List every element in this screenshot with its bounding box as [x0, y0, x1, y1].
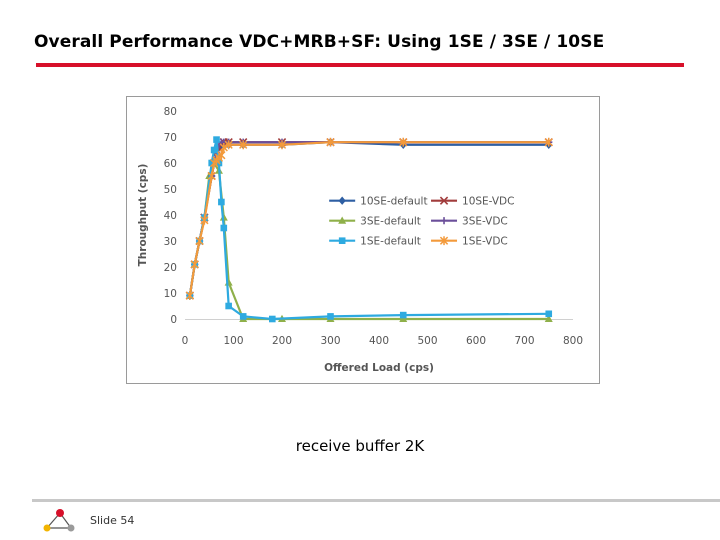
legend-label: 10SE-VDC: [462, 196, 514, 208]
series-1se-vdc: [185, 137, 553, 300]
data-point: [213, 136, 220, 143]
x-tick-label: 800: [563, 335, 583, 347]
y-tick-label: 10: [164, 288, 177, 300]
data-point: [220, 224, 228, 232]
data-point: [269, 315, 276, 323]
legend-item: 3SE-VDC: [431, 216, 508, 228]
data-point: [218, 198, 225, 206]
x-tick-label: 300: [320, 335, 340, 347]
y-tick-label: 40: [164, 210, 177, 222]
y-tick-label: 50: [164, 184, 177, 196]
legend-label: 10SE-default: [360, 196, 427, 208]
x-tick-label: 0: [182, 335, 189, 347]
legend-label: 3SE-VDC: [462, 216, 508, 228]
series-line: [188, 138, 549, 321]
y-tick-label: 80: [164, 106, 177, 118]
legend-item: 10SE-default: [329, 196, 428, 208]
data-point: [439, 236, 449, 246]
series-1se-default: [186, 136, 553, 323]
data-point: [399, 311, 407, 319]
series-layer: [185, 136, 553, 323]
data-point: [195, 236, 204, 246]
data-point: [224, 140, 233, 150]
data-point: [224, 278, 233, 286]
legend-label: 1SE-default: [360, 236, 421, 248]
x-tick-label: 200: [272, 335, 292, 347]
x-tick-label: 100: [223, 335, 243, 347]
data-point: [338, 196, 346, 205]
data-point: [207, 171, 216, 181]
data-point: [225, 302, 232, 310]
y-tick-label: 0: [170, 314, 177, 326]
x-axis-title: Offered Load (cps): [324, 362, 434, 374]
data-point: [208, 159, 215, 167]
chart-caption: receive buffer 2K: [295, 437, 425, 455]
data-point: [544, 137, 553, 147]
slide-number: Slide 54: [90, 514, 135, 527]
legend-item: 3SE-default: [329, 216, 421, 228]
legend-item: 1SE-default: [329, 236, 421, 248]
data-point: [545, 310, 553, 318]
legend: 10SE-default 10SE-VDC 3SE-default 3SE-VDC 1S…: [329, 196, 514, 248]
data-point: [185, 291, 194, 300]
data-point: [544, 314, 553, 322]
legend-label: 3SE-default: [360, 216, 421, 228]
y-tick-label: 60: [164, 158, 177, 170]
legend-item: 10SE-VDC: [431, 196, 514, 208]
data-point: [399, 137, 408, 147]
data-point: [239, 313, 247, 320]
title-divider: [36, 63, 684, 67]
x-tick-label: 600: [466, 335, 486, 347]
footer-divider: [32, 499, 720, 502]
data-point: [338, 216, 347, 224]
chart-frame: 0 10 20 30 40 50 60 70 80 0 100 200 300 400 500 600 700 8…: [126, 96, 600, 384]
data-point: [210, 146, 218, 154]
data-point: [217, 150, 226, 160]
data-point: [440, 217, 448, 225]
data-point: [327, 313, 334, 320]
data-point: [277, 140, 287, 150]
x-tick-label: 400: [369, 335, 389, 347]
y-tick-label: 20: [164, 262, 177, 274]
data-point: [439, 196, 449, 205]
data-point: [326, 137, 335, 147]
data-point: [190, 260, 199, 269]
data-point: [200, 215, 209, 225]
legend-label: 1SE-VDC: [462, 236, 508, 248]
y-tick-label: 30: [164, 236, 177, 248]
y-axis-title: Throughput (cps): [137, 164, 149, 267]
x-tick-label: 700: [514, 335, 534, 347]
tri-node-logo-icon: [43, 509, 75, 532]
x-tick-label: 500: [417, 335, 437, 347]
data-point: [219, 143, 228, 152]
y-tick-label: 70: [164, 132, 177, 144]
data-point: [239, 140, 248, 150]
legend-item: 1SE-VDC: [431, 236, 508, 248]
slide-title: Overall Performance VDC+MRB+SF: Using 1S…: [34, 32, 605, 52]
data-point: [338, 237, 346, 244]
